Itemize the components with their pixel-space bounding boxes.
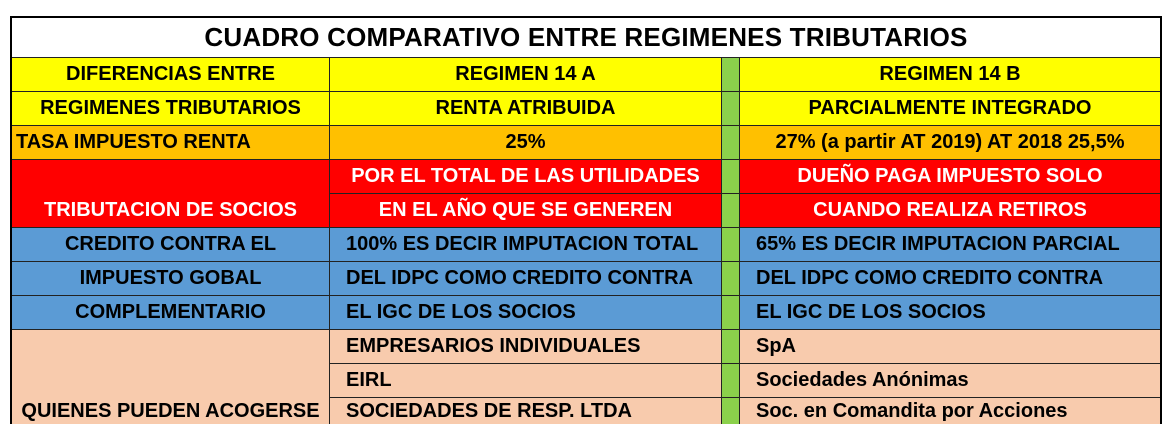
acogerse-row-3: QUIENES PUEDEN ACOGERSE SOCIEDADES DE RE… xyxy=(12,398,1160,424)
acogerse-row-1: EMPRESARIOS INDIVIDUALES SpA xyxy=(12,330,1160,364)
acogerse-b-line2: Sociedades Anónimas xyxy=(740,364,1160,398)
acogerse-label: QUIENES PUEDEN ACOGERSE xyxy=(12,398,330,424)
credito-b-line3: EL IGC DE LOS SOCIOS xyxy=(740,296,1160,330)
socios-b-line1: DUEÑO PAGA IMPUESTO SOLO xyxy=(740,160,1160,194)
credito-a-line3: EL IGC DE LOS SOCIOS xyxy=(330,296,722,330)
green-separator xyxy=(722,398,740,424)
green-separator xyxy=(722,126,740,160)
credito-row-3: COMPLEMENTARIO EL IGC DE LOS SOCIOS EL I… xyxy=(12,296,1160,330)
socios-label-spacer xyxy=(12,160,330,194)
acogerse-a-line3: SOCIEDADES DE RESP. LTDA xyxy=(330,398,722,424)
socios-label: TRIBUTACION DE SOCIOS xyxy=(12,194,330,228)
acogerse-label-spacer-1 xyxy=(12,330,330,364)
acogerse-b-line3: Soc. en Comandita por Acciones xyxy=(740,398,1160,424)
credito-a-line1: 100% ES DECIR IMPUTACION TOTAL xyxy=(330,228,722,262)
credito-label-line3: COMPLEMENTARIO xyxy=(12,296,330,330)
green-separator xyxy=(722,58,740,92)
acogerse-row-2: EIRL Sociedades Anónimas xyxy=(12,364,1160,398)
acogerse-label-spacer-2 xyxy=(12,364,330,398)
socios-a-line2: EN EL AÑO QUE SE GENEREN xyxy=(330,194,722,228)
comparison-table: CUADRO COMPARATIVO ENTRE REGIMENES TRIBU… xyxy=(10,16,1162,424)
credito-b-line1: 65% ES DECIR IMPUTACION PARCIAL xyxy=(740,228,1160,262)
credito-a-line2: DEL IDPC COMO CREDITO CONTRA xyxy=(330,262,722,296)
header-diferencias-line1: DIFERENCIAS ENTRE xyxy=(12,58,330,92)
green-separator xyxy=(722,364,740,398)
tasa-regimen-b: 27% (a partir AT 2019) AT 2018 25,5% xyxy=(740,126,1160,160)
socios-row-2: TRIBUTACION DE SOCIOS EN EL AÑO QUE SE G… xyxy=(12,194,1160,228)
header-renta-atribuida: RENTA ATRIBUIDA xyxy=(330,92,722,126)
header-row-2: REGIMENES TRIBUTARIOS RENTA ATRIBUIDA PA… xyxy=(12,92,1160,126)
header-regimen-14b: REGIMEN 14 B xyxy=(740,58,1160,92)
green-separator xyxy=(722,228,740,262)
credito-row-1: CREDITO CONTRA EL 100% ES DECIR IMPUTACI… xyxy=(12,228,1160,262)
socios-b-line2: CUANDO REALIZA RETIROS xyxy=(740,194,1160,228)
tasa-regimen-a: 25% xyxy=(330,126,722,160)
acogerse-b-line1: SpA xyxy=(740,330,1160,364)
credito-b-line2: DEL IDPC COMO CREDITO CONTRA xyxy=(740,262,1160,296)
acogerse-a-line1: EMPRESARIOS INDIVIDUALES xyxy=(330,330,722,364)
green-separator xyxy=(722,160,740,194)
green-separator xyxy=(722,262,740,296)
green-separator xyxy=(722,194,740,228)
title-row: CUADRO COMPARATIVO ENTRE REGIMENES TRIBU… xyxy=(12,18,1160,58)
socios-row-1: POR EL TOTAL DE LAS UTILIDADES DUEÑO PAG… xyxy=(12,160,1160,194)
header-diferencias-line2: REGIMENES TRIBUTARIOS xyxy=(12,92,330,126)
green-separator xyxy=(722,92,740,126)
credito-label-line2: IMPUESTO GOBAL xyxy=(12,262,330,296)
credito-label-line1: CREDITO CONTRA EL xyxy=(12,228,330,262)
header-parcialmente-integrado: PARCIALMENTE INTEGRADO xyxy=(740,92,1160,126)
header-row-1: DIFERENCIAS ENTRE REGIMEN 14 A REGIMEN 1… xyxy=(12,58,1160,92)
table-title: CUADRO COMPARATIVO ENTRE REGIMENES TRIBU… xyxy=(12,18,1160,58)
green-separator xyxy=(722,330,740,364)
header-regimen-14a: REGIMEN 14 A xyxy=(330,58,722,92)
tasa-label: TASA IMPUESTO RENTA xyxy=(12,126,330,160)
socios-a-line1: POR EL TOTAL DE LAS UTILIDADES xyxy=(330,160,722,194)
credito-row-2: IMPUESTO GOBAL DEL IDPC COMO CREDITO CON… xyxy=(12,262,1160,296)
tasa-row: TASA IMPUESTO RENTA 25% 27% (a partir AT… xyxy=(12,126,1160,160)
green-separator xyxy=(722,296,740,330)
acogerse-a-line2: EIRL xyxy=(330,364,722,398)
